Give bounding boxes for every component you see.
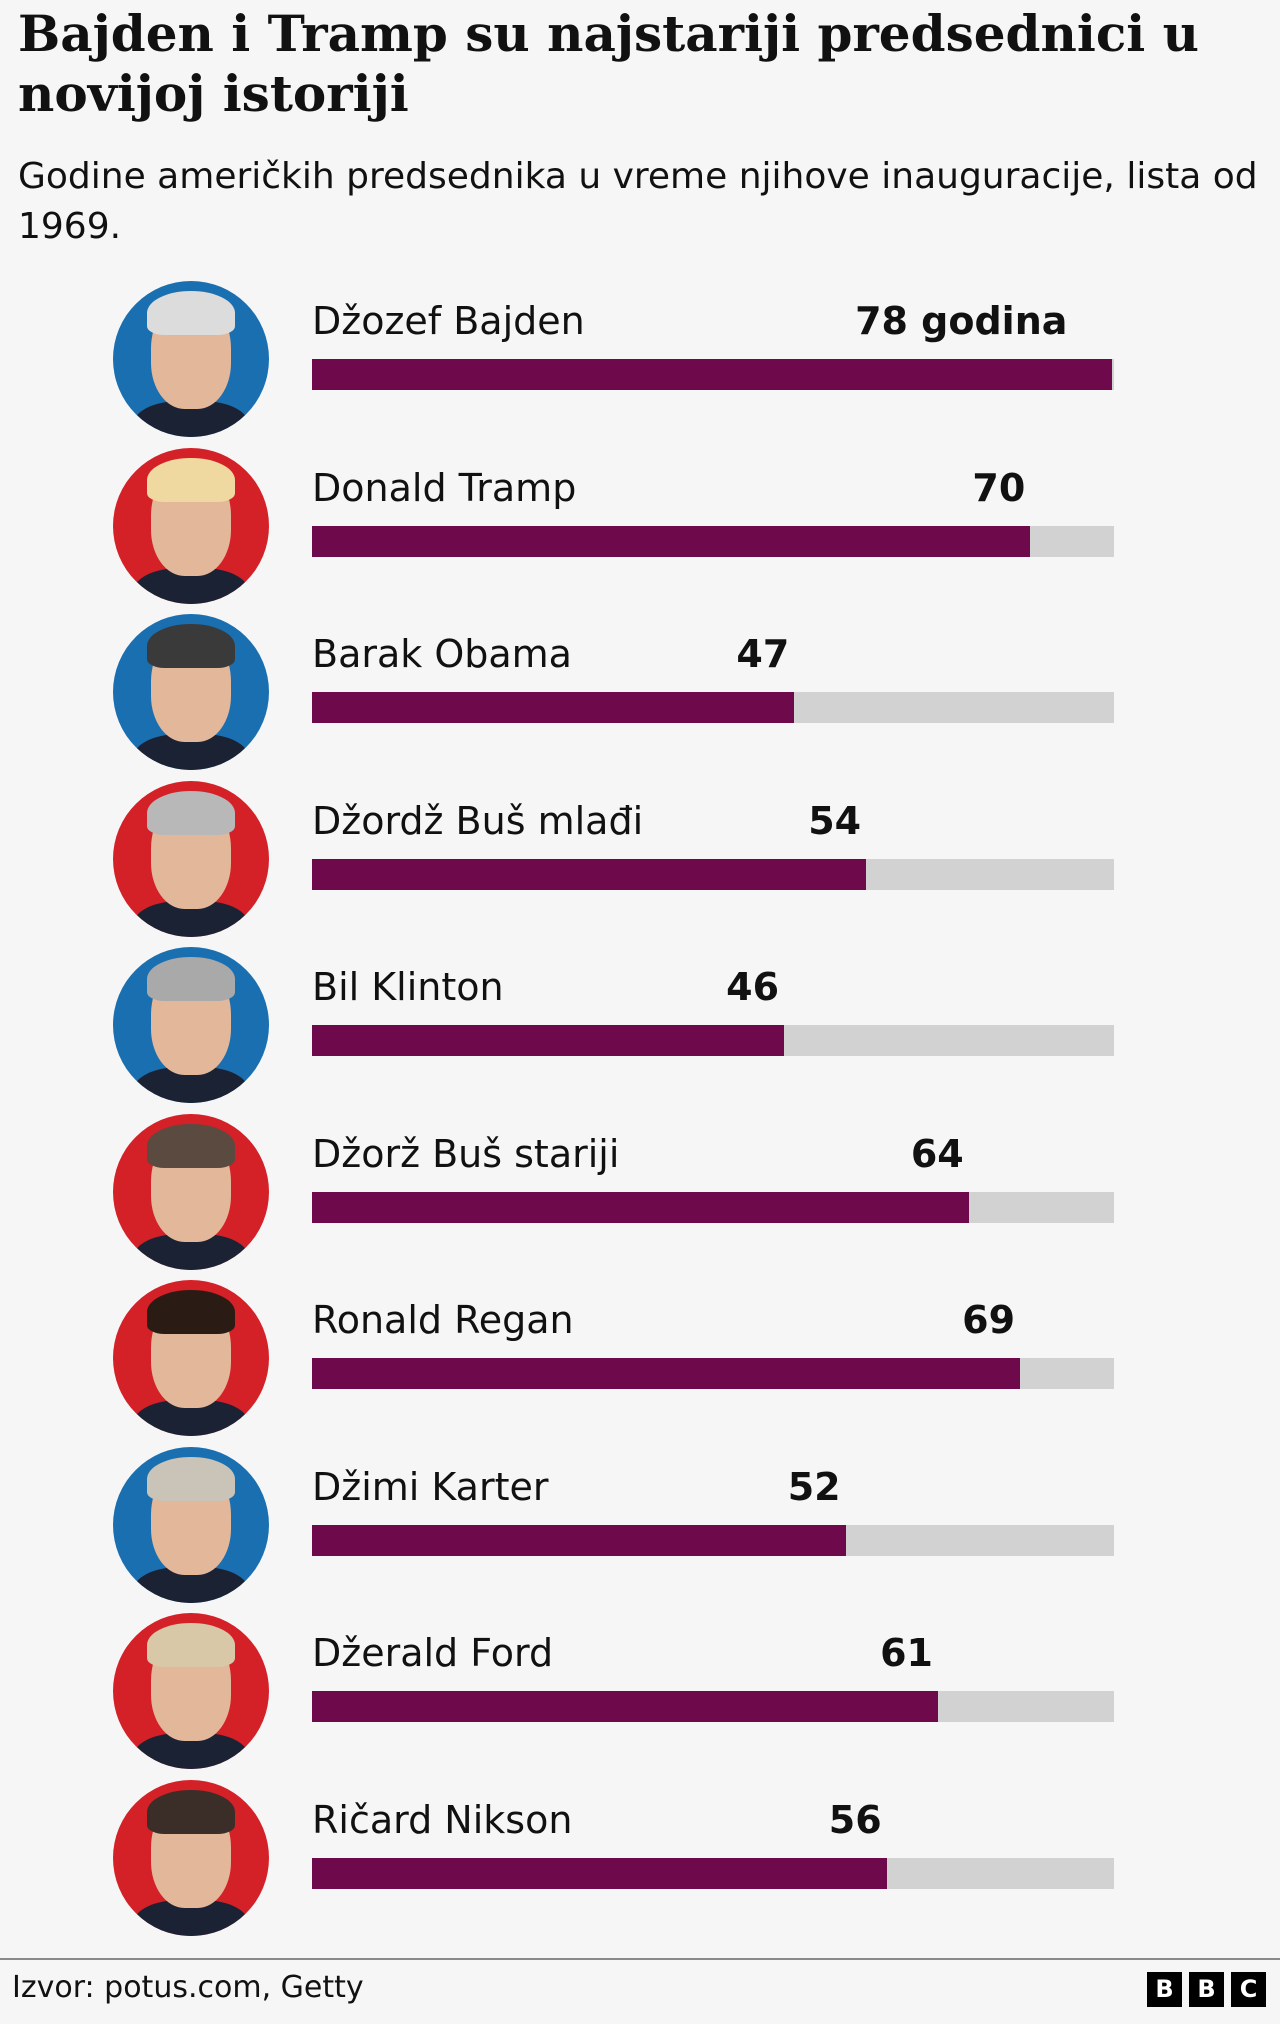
category-label: Ričard Nikson: [312, 1797, 573, 1842]
value-label: 52: [787, 1464, 841, 1509]
value-label: 70: [972, 465, 1026, 510]
category-label: Bil Klinton: [312, 965, 504, 1009]
president-portrait: [113, 1280, 269, 1436]
hair-shape: [147, 457, 235, 502]
bar-row: Džozef Bajden 78 godina: [0, 281, 1280, 525]
president-portrait: [113, 1779, 269, 1936]
hair-shape: [147, 957, 235, 1001]
bar-track: [312, 858, 1114, 890]
bbc-logo: B B C: [1147, 1972, 1266, 2007]
bar: [312, 359, 1113, 390]
footer-divider: [0, 1958, 1280, 1960]
president-portrait: [113, 1446, 269, 1603]
president-portrait: [113, 281, 269, 437]
value-label: 78 godina: [855, 299, 1068, 343]
bar: [312, 692, 795, 723]
hair-shape: [147, 1623, 235, 1667]
hair-shape: [147, 291, 235, 335]
bar: [312, 1524, 846, 1556]
bar-track: [312, 692, 1114, 723]
bar-track: [312, 1191, 1114, 1223]
bar: [312, 525, 1031, 557]
source-note: Izvor: potus.com, Getty: [12, 1970, 364, 2005]
category-label: Džozef Bajden: [312, 299, 585, 343]
bar-row: Donald Tramp 70: [0, 447, 1280, 692]
category-label: Barak Obama: [312, 632, 572, 676]
hair-shape: [147, 1456, 235, 1501]
logo-letter: B: [1189, 1972, 1224, 2007]
category-label: Džerald Ford: [312, 1631, 554, 1675]
value-label: 69: [962, 1298, 1016, 1342]
bar-track: [312, 359, 1114, 390]
bar-row: Džimi Karter 52: [0, 1446, 1280, 1691]
hair-shape: [147, 624, 235, 668]
hair-shape: [147, 790, 235, 835]
president-portrait: [113, 780, 269, 937]
president-portrait: [113, 947, 269, 1103]
logo-letter: B: [1147, 1972, 1182, 2007]
president-portrait: [113, 614, 269, 770]
category-label: Ronald Regan: [312, 1298, 574, 1342]
category-label: Džimi Karter: [312, 1464, 549, 1509]
value-label: 46: [726, 965, 780, 1009]
logo-letter: C: [1231, 1972, 1266, 2007]
bar-row: Ronald Regan 69: [0, 1280, 1280, 1524]
bar-row: Ričard Nikson 56: [0, 1779, 1280, 2024]
category-label: Donald Tramp: [312, 465, 577, 510]
hair-shape: [147, 1290, 235, 1334]
bar-row: Džordž Buš mlađi 54: [0, 780, 1280, 1025]
bar: [312, 1025, 785, 1056]
bar: [312, 1857, 887, 1889]
president-portrait: [113, 447, 269, 604]
category-label: Džorž Buš stariji: [312, 1131, 620, 1176]
bar-track: [312, 1857, 1114, 1889]
chart-subtitle: Godine američkih predsednika u vreme nji…: [18, 156, 1258, 247]
bar-track: [312, 1358, 1114, 1389]
value-label: 61: [880, 1631, 933, 1675]
bar: [312, 1191, 969, 1223]
bar-track: [312, 525, 1114, 557]
bar-row: Džorž Buš stariji 64: [0, 1113, 1280, 1358]
value-label: 47: [736, 632, 790, 676]
president-portrait: [113, 1613, 269, 1769]
bar-row: Barak Obama 47: [0, 614, 1280, 858]
bar-row: Bil Klinton 46: [0, 947, 1280, 1191]
bar-row: Džerald Ford 61: [0, 1613, 1280, 1857]
value-label: 64: [910, 1131, 964, 1176]
bar-track: [312, 1025, 1114, 1056]
bar: [312, 1691, 938, 1722]
bar-track: [312, 1524, 1114, 1556]
bar: [312, 858, 867, 890]
value-label: 56: [828, 1797, 882, 1842]
hair-shape: [147, 1123, 235, 1168]
bar: [312, 1358, 1021, 1389]
president-portrait: [113, 1113, 269, 1270]
bar-track: [312, 1691, 1114, 1722]
hair-shape: [147, 1789, 235, 1834]
category-label: Džordž Buš mlađi: [312, 798, 644, 843]
chart-title: Bajden i Tramp su najstariji predsednici…: [18, 4, 1200, 123]
value-label: 54: [808, 798, 862, 843]
